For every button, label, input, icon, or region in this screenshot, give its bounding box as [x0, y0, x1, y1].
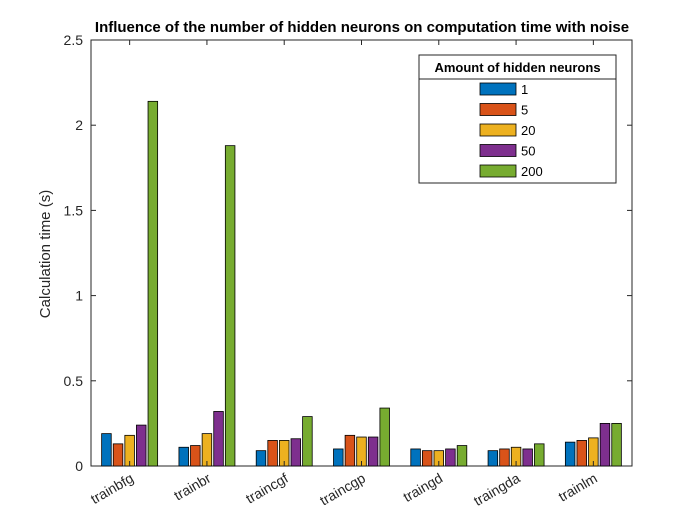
legend-label-200: 200 [521, 164, 543, 179]
x-tick-label-trainbfg: trainbfg [88, 470, 136, 507]
bar-traincgp-1 [333, 448, 344, 467]
bar-trainbr-200 [224, 145, 236, 467]
legend-box [418, 54, 617, 184]
x-tick-label-traincgp: traincgp [317, 470, 368, 509]
bar-trainbr-1 [178, 446, 189, 467]
y-tick-label: 2 [75, 117, 83, 133]
bar-trainbr-50 [213, 411, 224, 467]
legend-label-50: 50 [521, 144, 535, 159]
x-tick-label-trainbr: trainbr [171, 470, 214, 504]
bar-traingd-1 [410, 448, 421, 467]
legend-swatch-200 [479, 164, 517, 178]
bar-trainbfg-50 [136, 424, 147, 467]
bar-traincgp-5 [344, 434, 356, 467]
bar-trainlm-1 [564, 441, 576, 467]
bar-trainlm-50 [599, 422, 611, 467]
legend-title: Amount of hidden neurons [434, 60, 600, 75]
y-tick-label: 0 [75, 458, 83, 474]
bar-traingda-200 [534, 443, 545, 467]
x-tick-label-trainlm: trainlm [555, 470, 599, 505]
legend-label-5: 5 [521, 103, 528, 118]
x-tick-label-traincgf: traincgf [243, 470, 291, 507]
legend-label-1: 1 [521, 82, 528, 97]
x-tick-label-traingda: traingda [471, 470, 523, 509]
x-tick-label-traingd: traingd [400, 470, 445, 505]
bar-traincgp-200 [379, 407, 390, 467]
legend: Amount of hidden neurons 1 5 20 50 200 [418, 54, 617, 184]
bar-trainbfg-5 [112, 443, 124, 467]
bar-trainlm-200 [611, 422, 622, 467]
bar-trainbfg-200 [147, 100, 159, 467]
legend-swatch-1 [479, 82, 517, 96]
bar-traingda-1 [487, 450, 499, 467]
y-tick-label: 1.5 [64, 202, 84, 218]
y-tick-label: 0.5 [64, 373, 84, 389]
chart-title: Influence of the number of hidden neuron… [95, 19, 629, 36]
y-tick-label: 2.5 [64, 32, 84, 48]
y-axis: 0 0.5 1 1.5 2 2.5 [64, 32, 632, 474]
legend-entries: 1 5 20 50 200 [479, 82, 543, 179]
bar-traincgf-5 [267, 440, 278, 467]
bar-trainbfg-1 [101, 433, 112, 467]
bar-traingda-5 [499, 448, 510, 467]
bar-traingd-5 [421, 450, 433, 467]
legend-swatch-20 [479, 123, 517, 137]
y-tick-label: 1 [75, 288, 83, 304]
bar-traincgf-200 [302, 416, 313, 467]
bar-traingd-50 [445, 448, 456, 467]
bar-traingda-50 [522, 448, 533, 467]
bar-traincgp-50 [367, 436, 379, 467]
y-axis-label: Calculation time (s) [37, 190, 54, 318]
bar-trainbr-5 [190, 445, 201, 467]
bar-traingd-200 [456, 445, 468, 467]
bar-trainlm-5 [576, 440, 587, 467]
legend-label-20: 20 [521, 123, 535, 138]
legend-swatch-5 [479, 103, 517, 116]
bar-traincgf-50 [290, 438, 302, 467]
bar-traincgf-1 [255, 450, 267, 467]
legend-swatch-50 [479, 144, 517, 157]
